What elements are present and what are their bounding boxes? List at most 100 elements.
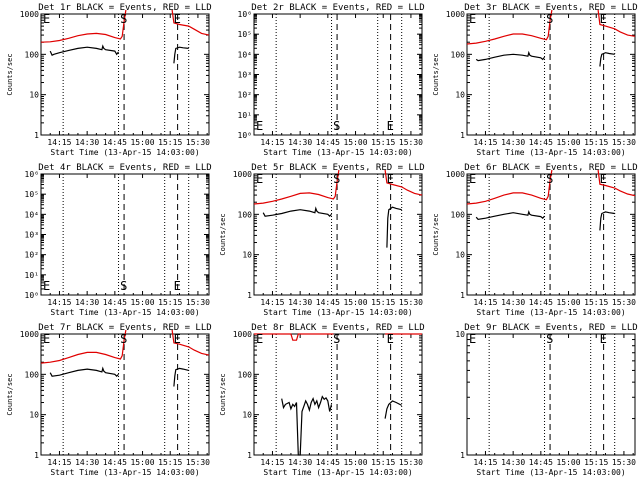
x-tick-label: 15:15 <box>158 458 182 467</box>
y-tick-label: 100 <box>451 50 466 59</box>
panel-title: Det 4r BLACK = Events, RED = LLD <box>38 163 211 173</box>
marker-letter: S <box>120 332 127 346</box>
x-tick-label: 15:15 <box>371 138 395 147</box>
panel-title: Det 1r BLACK = Events, RED = LLD <box>38 3 211 13</box>
marker-letter: S <box>333 172 340 186</box>
y-tick-label: 10³ <box>238 71 252 80</box>
marker-letter: E <box>387 119 394 133</box>
x-tick-label: 14:30 <box>501 458 525 467</box>
marker-letter: E <box>256 119 263 133</box>
y-tick-label: 100 <box>25 50 40 59</box>
y-tick-label: 1 <box>460 451 465 460</box>
plot-frame <box>253 333 423 456</box>
y-tick-label: 10 <box>29 411 39 420</box>
marker-letter: E <box>469 12 476 26</box>
y-tick-label: 1000 <box>446 10 465 19</box>
marker-letter: E <box>174 12 181 26</box>
x-tick-label: 14:15 <box>473 458 497 467</box>
marker-letter: S <box>546 332 553 346</box>
x-tick-label: 14:30 <box>501 138 525 147</box>
marker-letter: E <box>600 12 607 26</box>
marker-letter: S <box>546 12 553 26</box>
x-axis-label: Start Time (13-Apr-15 14:03:00) <box>263 148 412 157</box>
y-tick-label: 1 <box>247 451 252 460</box>
y-tick-label: 10⁵ <box>238 30 252 39</box>
y-tick-label: 100 <box>238 370 253 379</box>
x-tick-label: 15:15 <box>371 298 395 307</box>
marker-letter: E <box>174 279 181 293</box>
marker-letter: E <box>43 279 50 293</box>
series-line-lld <box>171 329 210 356</box>
x-tick-label: 14:45 <box>316 138 340 147</box>
y-tick-label: 1 <box>460 291 465 300</box>
x-tick-label: 15:30 <box>186 458 210 467</box>
series-line-lld <box>466 169 553 205</box>
marker-letter: S <box>333 119 340 133</box>
x-tick-label: 14:15 <box>47 298 71 307</box>
marker-letter: E <box>43 332 50 346</box>
series-line-lld <box>171 9 210 36</box>
x-tick-label: 14:15 <box>260 138 284 147</box>
series-line-events <box>384 400 402 419</box>
series-line-events <box>386 206 402 248</box>
plot-frame <box>253 13 423 136</box>
y-axis-label: Counts/sec <box>6 53 14 95</box>
x-tick-label: 14:15 <box>47 138 71 147</box>
x-tick-label: 15:00 <box>343 298 367 307</box>
x-tick-label: 14:15 <box>260 458 284 467</box>
y-tick-label: 1 <box>34 131 39 140</box>
panel-det-7: Det 7r BLACK = Events, RED = LLD Counts/s… <box>6 323 212 477</box>
marker-letter: S <box>120 12 127 26</box>
marker-letter: S <box>546 172 553 186</box>
y-tick-label: 10⁴ <box>25 210 39 219</box>
x-tick-label: 15:30 <box>186 298 210 307</box>
plot-frame <box>466 13 636 136</box>
x-axis-label: Start Time (13-Apr-15 14:03:00) <box>50 468 199 477</box>
y-axis-label: Counts/sec <box>432 213 440 255</box>
y-axis-label: Counts/sec <box>219 373 227 415</box>
x-tick-label: 14:15 <box>260 298 284 307</box>
x-axis-label: Start Time (13-Apr-15 14:03:00) <box>476 148 625 157</box>
x-axis-label: Start Time (13-Apr-15 14:03:00) <box>476 308 625 317</box>
series-line-events <box>262 206 332 218</box>
series-line-lld <box>40 329 127 364</box>
x-axis-label: Start Time (13-Apr-15 14:03:00) <box>263 468 412 477</box>
plot-frame <box>40 333 210 456</box>
marker-letter: E <box>387 332 394 346</box>
y-tick-label: 10 <box>455 91 465 100</box>
x-tick-label: 15:30 <box>186 138 210 147</box>
y-tick-label: 1 <box>460 131 465 140</box>
panel-det-3: Det 3r BLACK = Events, RED = LLD Counts/s… <box>432 3 638 157</box>
y-tick-label: 1000 <box>446 170 465 179</box>
x-tick-label: 15:15 <box>584 458 608 467</box>
panel-det-8: Det 8r BLACK = Events, RED = LLD Counts/s… <box>219 323 425 477</box>
marker-letter: E <box>387 172 394 186</box>
panel-det-1: Det 1r BLACK = Events, RED = LLD Counts/s… <box>6 3 212 157</box>
y-axis-label: Counts/sec <box>432 53 440 95</box>
x-tick-label: 15:30 <box>399 458 423 467</box>
x-tick-label: 15:30 <box>612 138 636 147</box>
series-line-events <box>173 46 189 64</box>
y-tick-label: 10 <box>455 330 465 339</box>
panel-title: Det 5r BLACK = Events, RED = LLD <box>251 163 424 173</box>
x-tick-label: 15:00 <box>343 458 367 467</box>
x-axis-label: Start Time (13-Apr-15 14:03:00) <box>476 468 625 477</box>
x-tick-label: 14:30 <box>501 298 525 307</box>
y-tick-label: 10² <box>25 251 39 260</box>
x-tick-label: 14:15 <box>47 458 71 467</box>
x-tick-label: 15:00 <box>556 138 580 147</box>
y-tick-label: 10¹ <box>25 271 39 280</box>
y-tick-label: 10⁶ <box>238 10 252 19</box>
x-axis-label: Start Time (13-Apr-15 14:03:00) <box>50 308 199 317</box>
marker-letter: E <box>174 332 181 346</box>
x-tick-label: 15:15 <box>158 138 182 147</box>
y-tick-label: 100 <box>451 210 466 219</box>
x-tick-label: 15:00 <box>130 298 154 307</box>
y-tick-label: 1000 <box>20 10 39 19</box>
x-tick-label: 14:45 <box>316 298 340 307</box>
y-axis-label: Counts/sec <box>6 373 14 415</box>
x-tick-label: 14:45 <box>103 298 127 307</box>
y-tick-label: 10 <box>242 251 252 260</box>
y-tick-label: 10¹ <box>238 111 252 120</box>
series-line-events <box>475 50 545 62</box>
